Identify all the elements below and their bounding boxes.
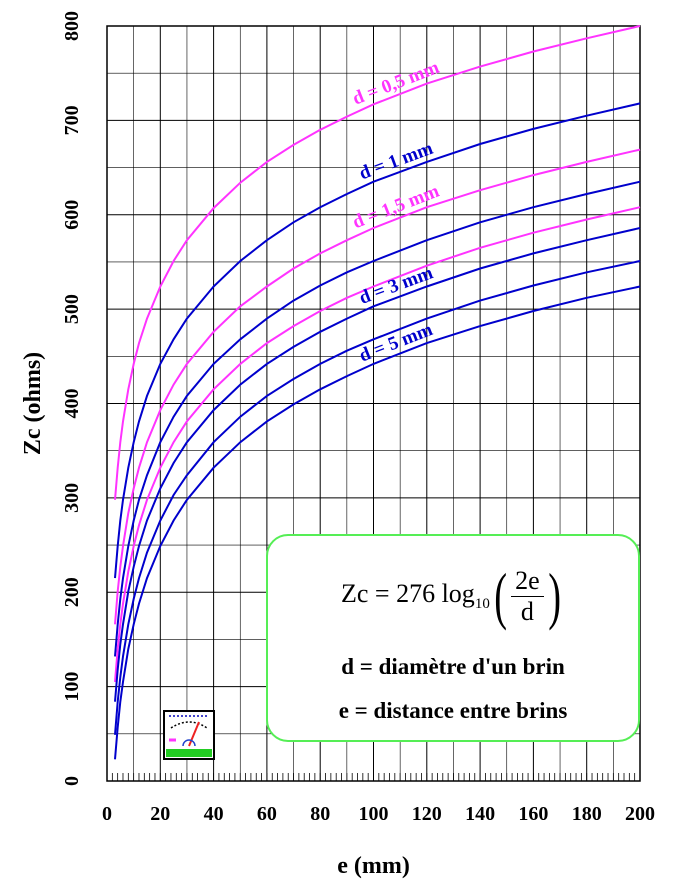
curves — [114, 25, 641, 760]
y-tick-label: 0 — [61, 776, 83, 786]
x-tick-label: 60 — [257, 803, 277, 825]
x-tick-label: 20 — [150, 803, 170, 825]
x-tick-label: 140 — [465, 803, 495, 825]
x-axis-title: e (mm) — [337, 853, 410, 879]
y-tick-label: 200 — [61, 577, 83, 607]
x-tick-label: 160 — [518, 803, 548, 825]
x-tick-label: 180 — [572, 803, 602, 825]
y-axis-title: Zc (ohms) — [20, 352, 46, 455]
y-tick-label: 700 — [61, 105, 83, 135]
curve-d-5 — [114, 285, 641, 760]
meter-icon — [163, 710, 215, 760]
formula-left-paren: ( — [494, 560, 507, 631]
curve-d-1 — [114, 102, 641, 579]
curve-d-1-5 — [114, 148, 641, 625]
curve-d-2-5 — [114, 206, 641, 682]
formula: Zc = 276 log10(2e d) — [268, 564, 638, 628]
x-tick-label: 40 — [204, 803, 224, 825]
formula-right-paren: ) — [547, 560, 561, 631]
curve-labels: d = 0,5 mmd = 1 mmd = 1,5 mmd = 3 mmd = … — [350, 57, 443, 367]
y-tick-label: 100 — [61, 672, 83, 702]
legend-e-definition: e = distance entre brins — [338, 698, 568, 723]
curve-label: d = 5 mm — [356, 319, 435, 367]
y-tick-labels: 0 100 200 300 400 500 600 700 800 — [61, 11, 83, 786]
x-tick-label: 100 — [359, 803, 389, 825]
formula-numerator: 2e — [511, 566, 544, 597]
y-tick-label: 500 — [61, 294, 83, 324]
curve-d-4 — [114, 260, 641, 735]
x-tick-label: 80 — [310, 803, 330, 825]
curve-label: d = 1 mm — [356, 138, 435, 185]
x-tick-label: 200 — [625, 803, 655, 825]
formula-fraction: 2e d — [511, 566, 544, 627]
x-minor-ticks — [106, 773, 641, 781]
curve-d-3 — [114, 227, 641, 702]
formula-lhs: Zc = 276 log — [341, 578, 475, 608]
x-tick-labels: 0 20 40 60 80 100 120 140 160 180 200 — [102, 803, 655, 825]
y-tick-label: 600 — [61, 200, 83, 230]
curve-d-0-5 — [114, 25, 641, 500]
x-tick-label: 0 — [102, 803, 112, 825]
y-tick-label: 300 — [61, 483, 83, 513]
curve-label: d = 3 mm — [356, 262, 435, 309]
formula-box: Zc = 276 log10(2e d) d = diamètre d'un br… — [266, 534, 640, 742]
x-tick-label: 120 — [412, 803, 442, 825]
legend-d-definition: d = diamètre d'un brin — [341, 654, 565, 679]
y-tick-label: 400 — [61, 389, 83, 419]
formula-denominator: d — [520, 596, 534, 626]
formula-log-base: 10 — [474, 595, 490, 612]
curve-d-2 — [114, 180, 641, 657]
y-tick-label: 800 — [61, 11, 83, 41]
